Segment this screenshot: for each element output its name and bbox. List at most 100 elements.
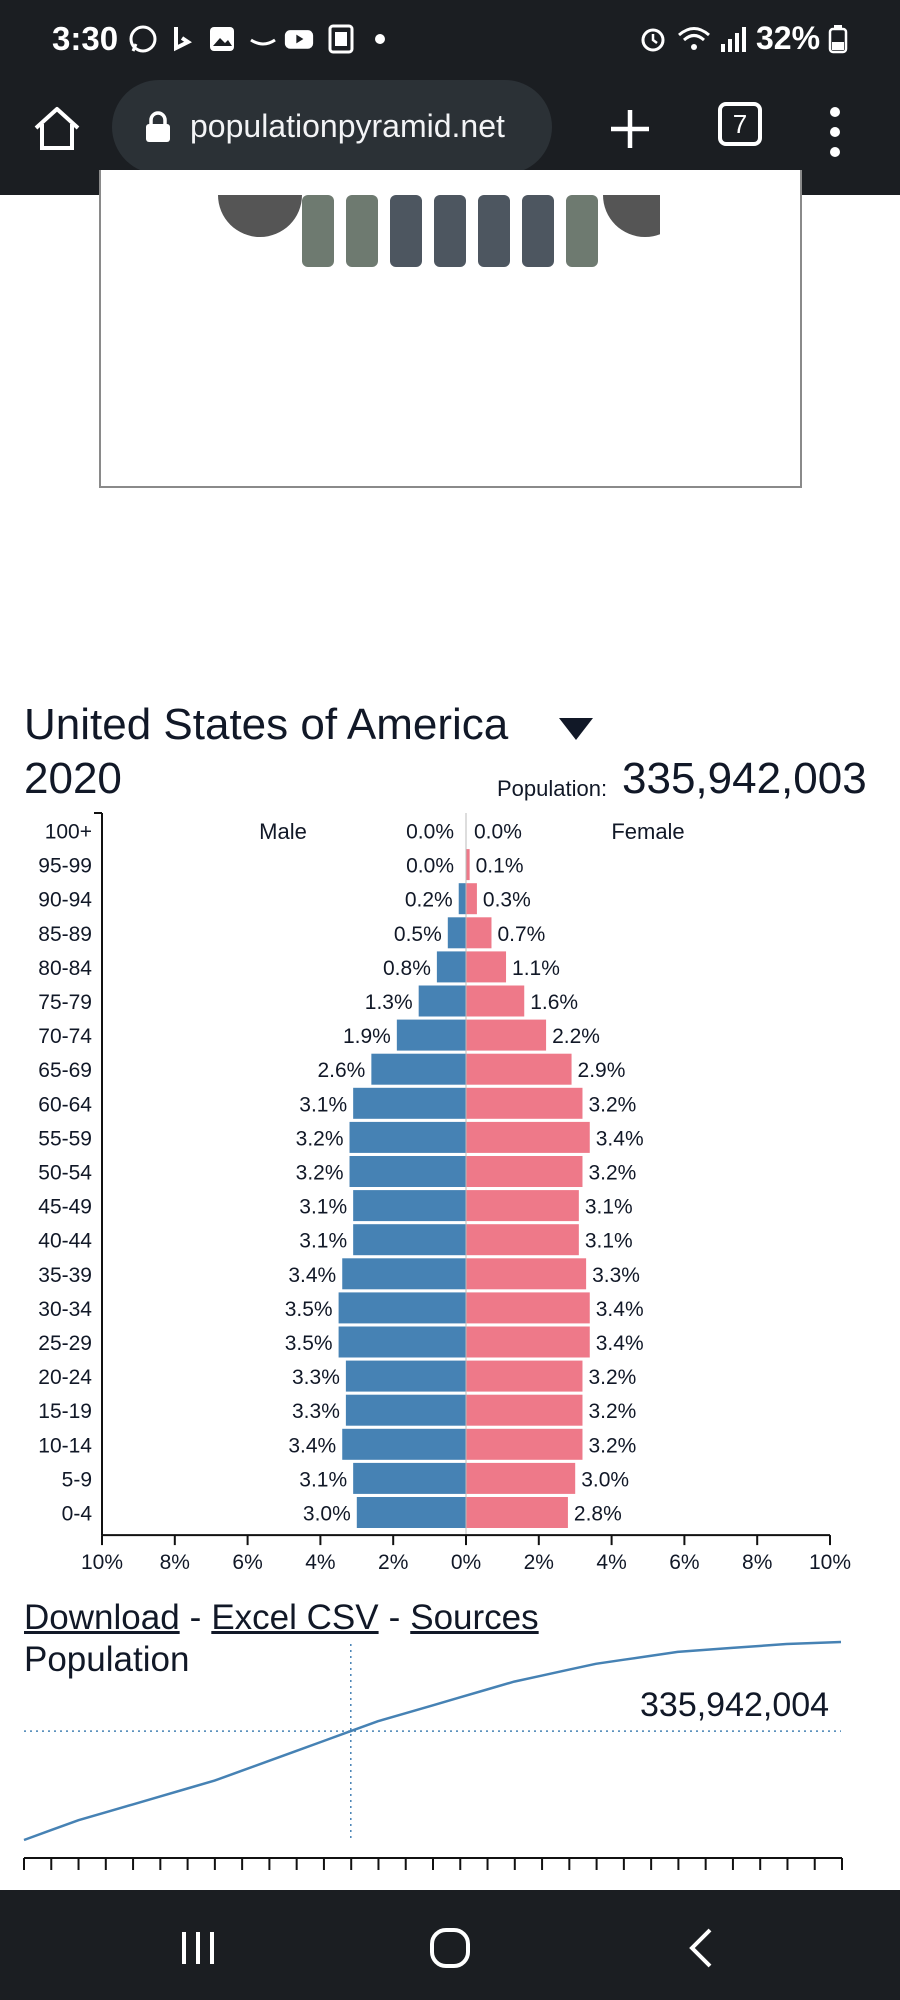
caret-down-icon[interactable]: [557, 716, 595, 742]
female-value-label: 0.0%: [474, 821, 522, 844]
x-tick-label: 10%: [81, 1551, 123, 1574]
male-bar-80-84: [436, 951, 466, 983]
age-group-label: 80-84: [38, 957, 92, 980]
age-group-label: 95-99: [38, 855, 92, 878]
female-value-label: 3.2%: [588, 1400, 636, 1423]
female-bar-35-39: [466, 1258, 587, 1290]
age-group-label: 90-94: [38, 889, 92, 912]
female-bar-25-29: [466, 1326, 590, 1358]
male-value-label: 3.5%: [285, 1298, 333, 1321]
female-bar-50-54: [466, 1156, 583, 1187]
female-value-label: 3.4%: [596, 1332, 644, 1355]
age-group-label: 35-39: [38, 1264, 92, 1287]
female-value-label: 3.4%: [596, 1298, 644, 1321]
female-value-label: 3.2%: [588, 1434, 636, 1457]
home-icon[interactable]: [30, 102, 84, 156]
youtube-icon: [284, 30, 314, 49]
recent-apps-icon[interactable]: [168, 1918, 228, 1978]
legend-male: Male: [259, 819, 307, 844]
male-bar-85-89: [447, 917, 466, 949]
female-value-label: 2.2%: [552, 1025, 600, 1048]
male-value-label: 3.2%: [296, 1127, 344, 1150]
female-value-label: 3.4%: [596, 1127, 644, 1150]
home-nav-icon[interactable]: [420, 1918, 480, 1978]
amazon-icon: [250, 38, 276, 46]
url-text[interactable]: populationpyramid.net: [190, 108, 505, 144]
female-value-label: 3.1%: [585, 1230, 633, 1253]
female-value-label: 1.1%: [512, 957, 560, 980]
whatsapp-icon: [129, 25, 157, 53]
female-bar-5-9: [466, 1462, 576, 1494]
male-bar-0-4: [356, 1497, 466, 1528]
bing-icon: [174, 27, 192, 52]
battery-icon: [828, 25, 848, 54]
male-bar-10-14: [342, 1428, 466, 1460]
age-group-label: 75-79: [38, 991, 92, 1014]
year-label: 2020: [24, 754, 122, 803]
female-bar-45-49: [466, 1190, 579, 1222]
age-group-label: 0-4: [62, 1503, 93, 1526]
male-value-label: 3.3%: [292, 1366, 340, 1389]
wifi-icon: [678, 27, 710, 50]
x-tick-label: 6%: [232, 1551, 262, 1574]
female-value-label: 3.2%: [588, 1093, 636, 1116]
female-value-label: 0.1%: [476, 855, 524, 878]
download-link[interactable]: Download: [24, 1598, 180, 1637]
male-bar-75-79: [418, 985, 466, 1017]
sources-link[interactable]: Sources: [410, 1598, 539, 1637]
age-group-label: 10-14: [38, 1434, 92, 1457]
pyramid-bars: [338, 849, 590, 1528]
excel-csv-link[interactable]: Excel CSV: [211, 1598, 379, 1637]
signal-icon: [721, 27, 746, 52]
male-bar-90-94: [458, 883, 466, 915]
female-bar-55-59: [466, 1121, 590, 1153]
browser-chrome: 3:30 32% populationpyramid.net 7: [0, 0, 900, 195]
male-bar-70-74: [396, 1019, 466, 1051]
female-bar-70-74: [466, 1019, 547, 1051]
address-bar[interactable]: populationpyramid.net: [112, 80, 552, 174]
male-value-label: 3.2%: [296, 1162, 344, 1185]
female-value-label: 1.6%: [530, 991, 578, 1014]
x-tick-label: 8%: [160, 1551, 190, 1574]
male-bar-35-39: [342, 1258, 466, 1290]
population-line-chart[interactable]: [0, 1640, 900, 1892]
female-bar-90-94: [466, 883, 477, 915]
x-tick-label: 4%: [305, 1551, 335, 1574]
status-time: 3:30: [52, 20, 119, 57]
new-tab-icon[interactable]: [605, 104, 655, 154]
age-group-label: 55-59: [38, 1127, 92, 1150]
female-bar-75-79: [466, 985, 525, 1017]
male-value-label: 3.4%: [288, 1264, 336, 1287]
population-series-line: [23, 1640, 842, 1842]
browser-toolbar: populationpyramid.net 7: [0, 80, 900, 195]
population-caption: Population:: [497, 776, 608, 801]
back-icon[interactable]: [672, 1918, 732, 1978]
more-menu-icon[interactable]: [820, 102, 850, 162]
female-bar-10-14: [466, 1428, 583, 1460]
female-bar-30-34: [466, 1292, 590, 1324]
female-value-label: 2.9%: [578, 1059, 626, 1082]
female-value-label: 2.8%: [574, 1503, 622, 1526]
population-line-layer: [23, 1640, 843, 1870]
tab-switcher-button[interactable]: 7: [718, 102, 762, 146]
x-tick-label: 2%: [524, 1551, 554, 1574]
male-bar-25-29: [338, 1326, 466, 1358]
male-value-label: 1.3%: [365, 991, 413, 1014]
country-title[interactable]: United States of America: [24, 700, 509, 749]
male-bar-45-49: [353, 1190, 466, 1222]
female-bar-95-99: [466, 849, 470, 881]
age-group-label: 85-89: [38, 923, 92, 946]
male-bar-50-54: [349, 1156, 466, 1187]
ad-image[interactable]: [210, 195, 660, 285]
male-bar-40-44: [353, 1224, 466, 1256]
female-value-label: 0.3%: [483, 889, 531, 912]
female-bar-80-84: [466, 951, 507, 983]
x-tick-label: 2%: [378, 1551, 408, 1574]
male-value-label: 3.1%: [299, 1468, 347, 1491]
male-value-label: 2.6%: [317, 1059, 365, 1082]
male-value-label: 3.1%: [299, 1093, 347, 1116]
female-value-label: 3.2%: [588, 1366, 636, 1389]
female-value-label: 3.2%: [588, 1162, 636, 1185]
female-bar-15-19: [466, 1394, 583, 1426]
